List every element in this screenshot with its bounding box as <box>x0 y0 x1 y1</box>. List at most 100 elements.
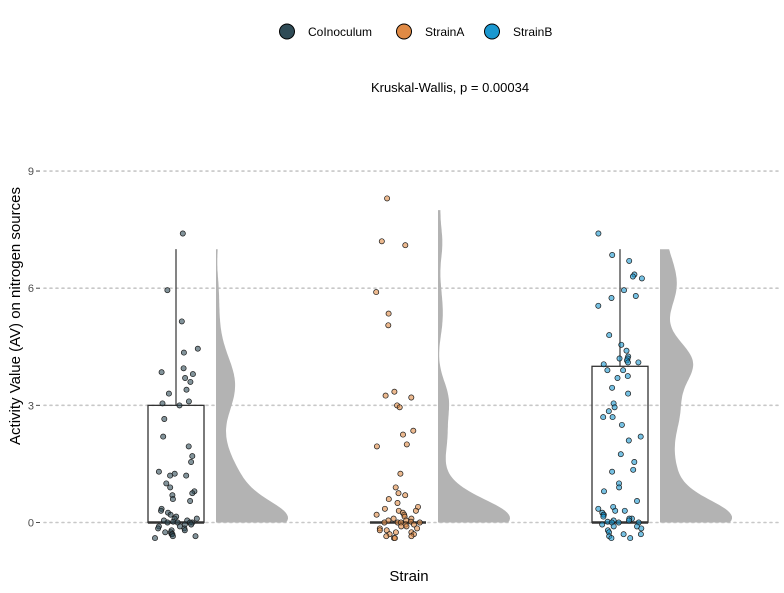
point-strainb-29 <box>610 415 615 420</box>
point-straina-10 <box>397 405 402 410</box>
point-strainb-33 <box>626 438 631 443</box>
point-straina-11 <box>411 428 416 433</box>
point-coinoculum-25 <box>168 485 173 490</box>
point-straina-17 <box>396 491 401 496</box>
legend-key-straina <box>397 24 412 39</box>
point-strainb-24 <box>610 385 615 390</box>
point-straina-41 <box>404 524 409 529</box>
point-strainb-34 <box>618 452 623 457</box>
point-straina-0 <box>385 196 390 201</box>
legend-label-strainb: StrainB <box>513 25 552 39</box>
point-coinoculum-15 <box>162 416 167 421</box>
legend-key-strainb <box>485 24 500 39</box>
point-coinoculum-29 <box>170 497 175 502</box>
point-strainb-61 <box>639 526 644 531</box>
point-coinoculum-19 <box>189 459 194 464</box>
point-straina-20 <box>395 500 400 505</box>
point-straina-19 <box>386 497 391 502</box>
point-straina-46 <box>393 530 398 535</box>
point-strainb-65 <box>638 532 643 537</box>
point-strainb-25 <box>626 391 631 396</box>
point-straina-6 <box>392 389 397 394</box>
point-strainb-44 <box>622 508 627 513</box>
legend: CoInoculum StrainA StrainB <box>280 24 553 39</box>
point-strainb-15 <box>617 356 622 361</box>
point-strainb-58 <box>600 522 605 527</box>
point-strainb-43 <box>596 506 601 511</box>
point-straina-14 <box>374 444 379 449</box>
point-strainb-2 <box>627 258 632 263</box>
y-axis-title: Activity Value (AV) on nitrogen sources <box>7 187 24 445</box>
point-strainb-1 <box>610 252 615 257</box>
point-strainb-67 <box>628 536 633 541</box>
point-coinoculum-18 <box>190 454 195 459</box>
point-strainb-55 <box>616 520 621 525</box>
point-strainb-22 <box>625 374 630 379</box>
point-coinoculum-0 <box>180 231 185 236</box>
point-strainb-4 <box>630 274 635 279</box>
point-strainb-12 <box>624 348 629 353</box>
point-straina-36 <box>382 520 387 525</box>
point-straina-16 <box>393 485 398 490</box>
point-straina-13 <box>404 442 409 447</box>
point-strainb-11 <box>619 342 624 347</box>
point-strainb-6 <box>621 288 626 293</box>
point-coinoculum-5 <box>181 366 186 371</box>
box-strainb <box>592 366 648 522</box>
group-coinoculum <box>148 231 288 541</box>
point-coinoculum-12 <box>186 399 191 404</box>
point-strainb-68 <box>609 536 614 541</box>
legend-label-straina: StrainA <box>425 25 464 39</box>
point-strainb-5 <box>639 276 644 281</box>
point-coinoculum-24 <box>164 481 169 486</box>
y-tick-label-0: 0 <box>28 518 34 530</box>
point-strainb-40 <box>601 489 606 494</box>
point-strainb-35 <box>632 459 637 464</box>
point-straina-12 <box>400 432 405 437</box>
point-strainb-49 <box>601 514 606 519</box>
point-straina-4 <box>386 311 391 316</box>
y-tick-label-6: 6 <box>28 283 34 295</box>
point-coinoculum-59 <box>152 536 157 541</box>
point-strainb-17 <box>636 360 641 365</box>
plot-area <box>148 196 732 541</box>
legend-label-coinoculum: CoInoculum <box>308 25 372 39</box>
point-strainb-31 <box>619 422 624 427</box>
point-coinoculum-49 <box>156 526 161 531</box>
density-coinoculum <box>216 249 288 522</box>
y-tick-label-3: 3 <box>28 400 34 412</box>
point-coinoculum-30 <box>188 498 193 503</box>
point-straina-51 <box>409 534 414 539</box>
point-straina-5 <box>386 323 391 328</box>
point-strainb-9 <box>596 303 601 308</box>
point-coinoculum-52 <box>182 528 187 533</box>
point-strainb-10 <box>607 333 612 338</box>
point-strainb-52 <box>626 518 631 523</box>
point-strainb-7 <box>633 293 638 298</box>
point-coinoculum-16 <box>161 434 166 439</box>
point-strainb-60 <box>611 524 616 529</box>
point-strainb-19 <box>601 362 606 367</box>
point-coinoculum-13 <box>160 401 165 406</box>
point-strainb-36 <box>631 467 636 472</box>
point-coinoculum-43 <box>165 520 170 525</box>
point-coinoculum-11 <box>166 391 171 396</box>
point-coinoculum-6 <box>159 370 164 375</box>
point-strainb-27 <box>612 405 617 410</box>
density-straina <box>438 210 510 522</box>
point-coinoculum-1 <box>165 288 170 293</box>
point-straina-29 <box>391 516 396 521</box>
point-straina-3 <box>374 290 379 295</box>
point-strainb-41 <box>634 498 639 503</box>
point-straina-22 <box>382 506 387 511</box>
point-strainb-20 <box>621 368 626 373</box>
point-coinoculum-17 <box>186 444 191 449</box>
point-coinoculum-34 <box>168 512 173 517</box>
chart-title: Kruskal-Wallis, p = 0.00034 <box>371 80 529 95</box>
point-straina-26 <box>374 512 379 517</box>
point-strainb-37 <box>610 469 615 474</box>
point-straina-34 <box>417 520 422 525</box>
point-strainb-8 <box>609 295 614 300</box>
point-straina-40 <box>399 524 404 529</box>
